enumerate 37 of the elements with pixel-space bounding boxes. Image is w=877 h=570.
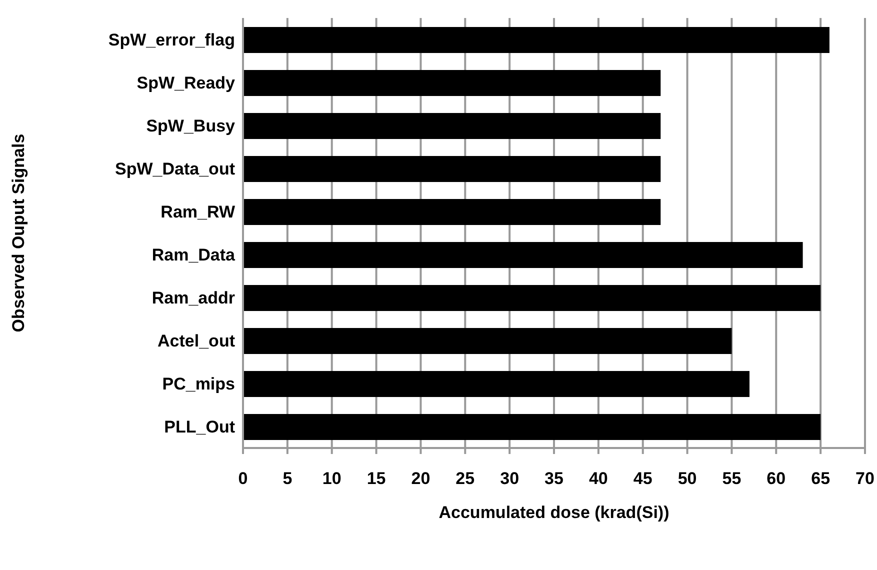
x-tick-label: 30	[500, 469, 520, 488]
x-tick-label: 35	[544, 469, 564, 488]
x-tick-label: 55	[722, 469, 742, 488]
bar	[243, 414, 821, 440]
y-tick-label: Ram_RW	[160, 202, 236, 222]
bar	[243, 199, 661, 225]
x-tick-label: 25	[456, 469, 475, 488]
x-tick-label: 50	[678, 469, 697, 488]
bar	[243, 70, 661, 96]
bar	[243, 156, 661, 182]
y-tick-label: SpW_Ready	[136, 74, 236, 93]
x-tick-label: 5	[282, 469, 292, 488]
x-tick-label: 60	[766, 469, 786, 488]
x-tick-label: 15	[366, 469, 386, 488]
bar	[243, 27, 830, 53]
bar	[243, 285, 821, 311]
y-tick-label: Actel_out	[158, 332, 236, 351]
y-tick-label: SpW_error_flag	[108, 30, 235, 50]
y-tick-label: SpW_Data_out	[115, 160, 236, 179]
y-tick-label: SpW_Busy	[146, 116, 236, 136]
x-tick-label: 10	[322, 469, 342, 488]
y-tick-label: PLL_Out	[164, 418, 236, 437]
bar	[243, 242, 803, 268]
x-tick-label: 40	[588, 469, 608, 488]
bar	[243, 113, 661, 139]
y-tick-label: PC_mips	[162, 374, 235, 394]
bar	[243, 371, 750, 397]
x-tick-label: 20	[411, 469, 430, 488]
x-tick-label: 65	[811, 469, 830, 488]
bar	[243, 328, 732, 354]
x-tick-label: 0	[238, 469, 248, 488]
x-tick-label: 70	[856, 469, 874, 488]
y-axis-title: Observed Ouput Signals	[9, 134, 28, 332]
x-tick-label: 45	[633, 469, 652, 488]
y-tick-label: Ram_Data	[152, 246, 236, 265]
x-axis-title: Accumulated dose (krad(Si))	[438, 503, 670, 522]
y-tick-label: Ram_addr	[152, 288, 236, 308]
